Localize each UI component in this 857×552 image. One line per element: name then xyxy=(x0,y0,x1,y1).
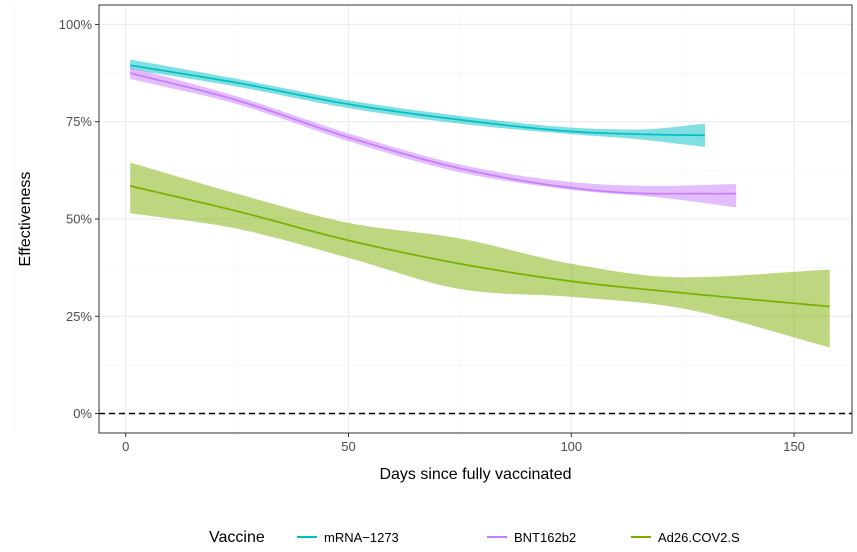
y-tick-label: 0% xyxy=(73,406,92,421)
grid xyxy=(14,5,852,433)
legend-label-series-1: mRNA−1273 xyxy=(324,530,399,545)
line-series-1 xyxy=(130,64,705,137)
y-axis-title: Effectiveness xyxy=(17,172,34,267)
y-tick-label: 50% xyxy=(66,212,92,227)
series-lines xyxy=(129,64,830,308)
x-tick-label: 100 xyxy=(560,439,582,454)
y-axis-ticks: 0% 25% 50% 75% 100% xyxy=(59,17,99,421)
ribbon-series-3 xyxy=(130,162,830,348)
x-tick-label: 150 xyxy=(783,439,805,454)
ribbon-series-1 xyxy=(130,59,705,148)
x-axis-ticks: 0 50 100 150 xyxy=(122,433,805,454)
legend-label-series-3: Ad26.COV2.S xyxy=(658,530,740,545)
legend: Vaccine mRNA−1273 BNT162b2 Ad26.COV2.S xyxy=(209,529,740,546)
line-series-2 xyxy=(129,72,737,195)
x-tick-label: 50 xyxy=(341,439,355,454)
line-series-3 xyxy=(129,185,830,308)
legend-label-series-2: BNT162b2 xyxy=(514,530,576,545)
y-tick-label: 75% xyxy=(66,114,92,129)
legend-title: Vaccine xyxy=(209,529,265,546)
y-tick-label: 100% xyxy=(59,17,93,32)
x-axis-title: Days since fully vaccinated xyxy=(379,466,571,483)
y-tick-label: 25% xyxy=(66,309,92,324)
x-tick-label: 0 xyxy=(122,439,129,454)
